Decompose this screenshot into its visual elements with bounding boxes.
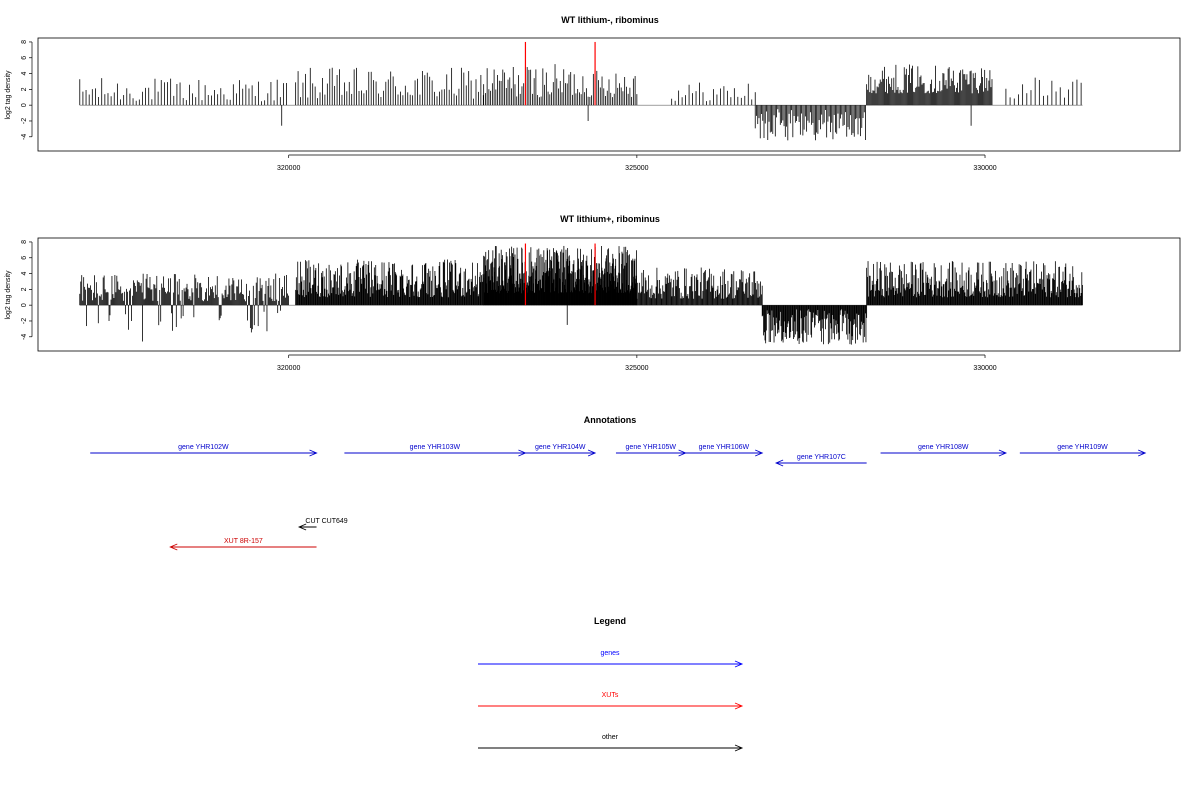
x-tick-label: 325000 <box>625 365 648 372</box>
chart-title: WT lithium-, ribominus <box>561 15 659 25</box>
y-tick-label: 8 <box>21 40 28 44</box>
x-axis: 320000 325000 330000 <box>277 154 997 172</box>
arrow-head-icon <box>309 449 318 457</box>
legend: Legend genes XUTs other <box>478 616 744 752</box>
legend-entry: other <box>478 734 744 752</box>
annotation-feature: gene YHR106W <box>685 444 764 457</box>
y-axis: 8 6 4 2 0 -2 -4 <box>21 40 33 140</box>
y-axis-label: log2 tag density <box>5 270 12 320</box>
chart-title: WT lithium+, ribominus <box>560 214 660 224</box>
annotation-feature: gene YHR104W <box>525 444 597 457</box>
y-tick-label: 2 <box>21 87 28 91</box>
feature-label: gene YHR103W <box>410 444 461 451</box>
arrow-head-icon <box>734 744 744 752</box>
feature-label: gene YHR102W <box>178 444 229 451</box>
chart-panel-lithium-plus: WT lithium+, ribominus log2 tag density … <box>5 214 1181 372</box>
legend-entries: genes XUTs other <box>478 650 744 752</box>
x-tick-label: 320000 <box>277 165 300 172</box>
x-tick-label: 325000 <box>625 165 648 172</box>
plot-frame <box>37 237 1181 352</box>
y-tick-label: 4 <box>21 72 28 76</box>
arrow-head-icon <box>734 660 744 668</box>
y-tick-label: -4 <box>21 334 28 340</box>
feature-label: gene YHR104W <box>535 444 586 451</box>
legend-label: genes <box>600 650 620 657</box>
y-tick-label: -4 <box>21 134 28 140</box>
chart-panel-lithium-minus: WT lithium-, ribominus log2 tag density … <box>5 15 1181 172</box>
y-tick-label: 8 <box>21 240 28 244</box>
arrow-head-icon <box>297 523 307 531</box>
feature-label: CUT CUT649 <box>305 518 347 525</box>
annotations-track: Annotations gene YHR102W gene YHR103W gene… <box>90 415 1147 551</box>
arrow-head-icon <box>587 449 597 457</box>
legend-title: Legend <box>594 616 626 626</box>
legend-entry: XUTs <box>478 692 744 710</box>
feature-label: gene YHR107C <box>797 454 846 461</box>
annotation-feature: gene YHR105W <box>615 444 687 457</box>
y-tick-label: 2 <box>21 287 28 291</box>
annotation-feature: gene YHR109W <box>1019 444 1147 457</box>
y-tick-label: 0 <box>21 103 28 107</box>
arrow-head-icon <box>998 449 1008 457</box>
feature-label: XUT 8R-157 <box>224 538 263 545</box>
y-tick-label: 6 <box>21 256 28 260</box>
y-tick-label: -2 <box>21 118 28 124</box>
arrow-head-icon <box>774 459 784 467</box>
legend-entry: genes <box>478 650 744 668</box>
plot-frame <box>37 37 1181 152</box>
y-axis-label: log2 tag density <box>5 70 12 120</box>
annotation-feature: gene YHR102W <box>90 444 318 457</box>
feature-label: gene YHR105W <box>626 444 677 451</box>
legend-label: XUTs <box>602 692 619 699</box>
annotation-feature: XUT 8R-157 <box>169 538 317 551</box>
density-bars <box>79 245 1083 345</box>
feature-label: gene YHR109W <box>1057 444 1108 451</box>
arrow-head-icon <box>169 543 178 551</box>
density-bars <box>79 64 1083 141</box>
annotation-feature: CUT CUT649 <box>297 518 348 531</box>
highlight-lines <box>524 41 596 106</box>
x-axis: 320000 325000 330000 <box>277 354 997 372</box>
arrow-head-icon <box>734 702 744 710</box>
x-tick-label: 330000 <box>973 165 996 172</box>
x-tick-label: 320000 <box>277 365 300 372</box>
y-tick-label: 6 <box>21 56 28 60</box>
y-tick-label: 4 <box>21 272 28 276</box>
y-axis: 8 6 4 2 0 -2 -4 <box>21 240 33 340</box>
annotation-features: gene YHR102W gene YHR103W gene YHR104W gene… <box>90 444 1147 551</box>
feature-label: gene YHR108W <box>918 444 969 451</box>
arrow-head-icon <box>755 449 764 457</box>
annotation-feature: gene YHR107C <box>774 454 867 467</box>
legend-label: other <box>602 734 619 741</box>
annotation-feature: gene YHR108W <box>880 444 1008 457</box>
y-tick-label: 0 <box>21 303 28 307</box>
annotations-title: Annotations <box>584 415 637 425</box>
highlight-lines <box>524 243 596 306</box>
annotation-feature: gene YHR103W <box>344 444 527 457</box>
y-tick-label: -2 <box>21 318 28 324</box>
x-tick-label: 330000 <box>973 365 996 372</box>
feature-label: gene YHR106W <box>699 444 750 451</box>
arrow-head-icon <box>1138 449 1147 457</box>
